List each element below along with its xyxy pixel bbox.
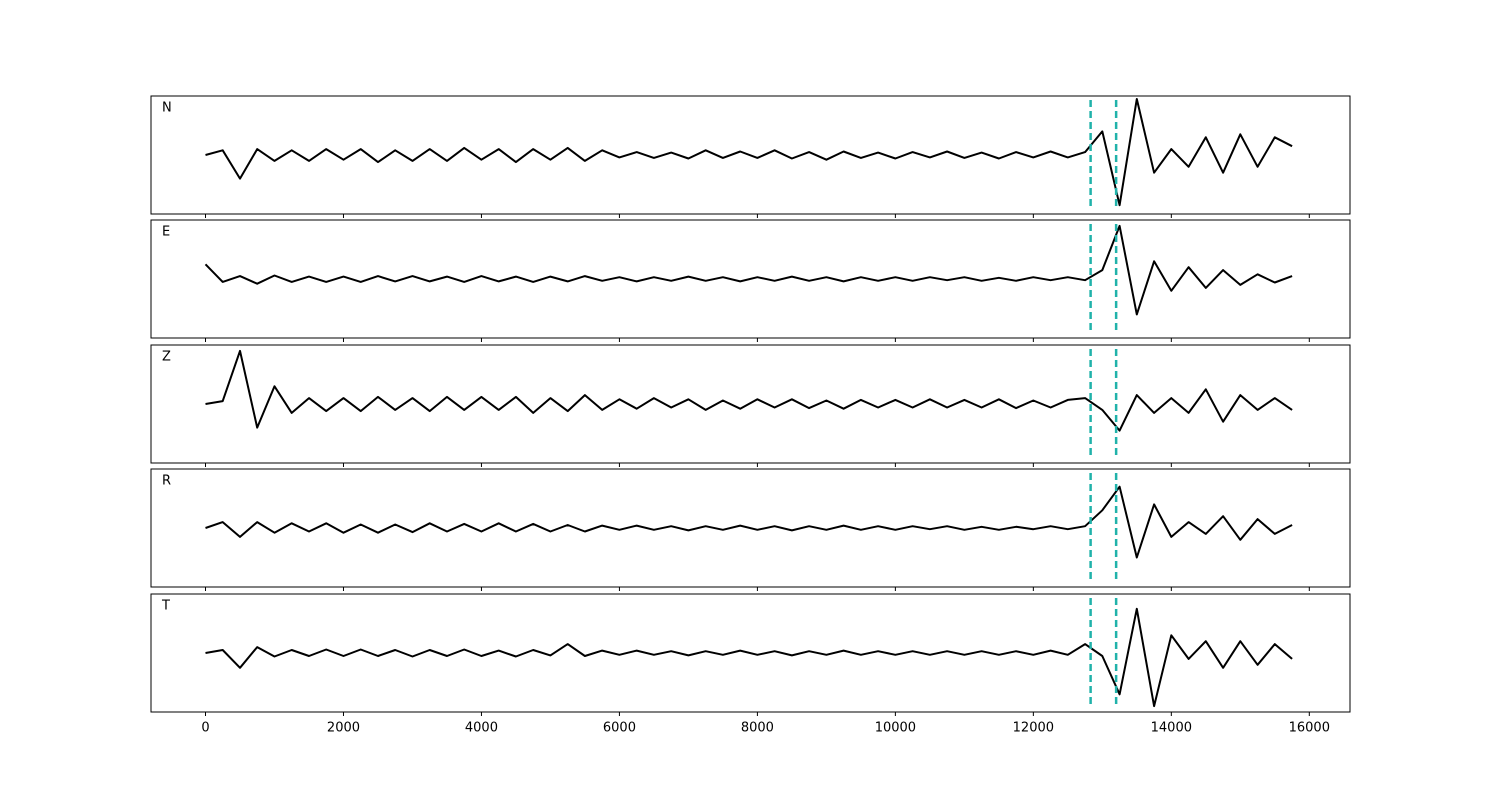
x-tick-label: 14000 [1151, 721, 1192, 736]
trace [205, 349, 1293, 432]
x-tick-label: 4000 [465, 721, 498, 736]
panel-label: N [162, 101, 172, 116]
trace [205, 98, 1293, 207]
x-tick-label: 6000 [603, 721, 636, 736]
x-tick-label: 0 [201, 721, 209, 736]
x-tick-label: 8000 [741, 721, 774, 736]
panel-label: T [161, 599, 170, 614]
panel-label: Z [162, 350, 171, 365]
panel-frame [150, 219, 1351, 339]
panel-frame [150, 344, 1351, 464]
panel-label: E [162, 225, 170, 240]
panel-frame [150, 593, 1351, 713]
panel-frame [150, 468, 1351, 588]
trace [205, 485, 1293, 559]
panel-frame [150, 95, 1351, 215]
panel-label: R [162, 474, 171, 489]
x-tick-label: 10000 [875, 721, 916, 736]
x-tick-label: 16000 [1289, 721, 1330, 736]
trace [204, 224, 1293, 316]
trace [205, 607, 1293, 708]
x-tick-label: 12000 [1013, 721, 1054, 736]
x-tick-label: 2000 [327, 721, 360, 736]
